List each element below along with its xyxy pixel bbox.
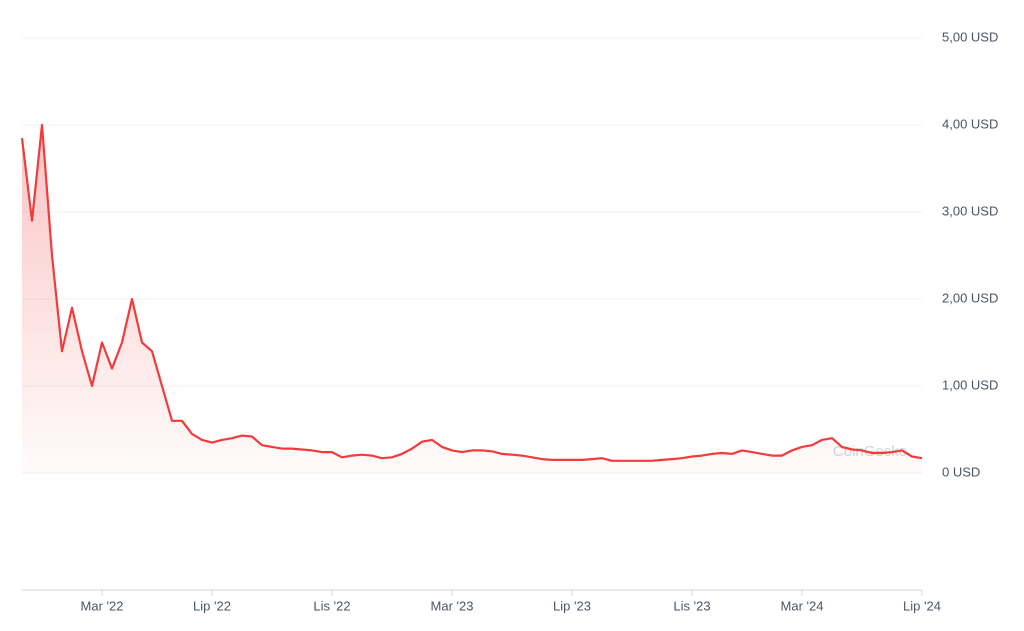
y-tick-label: 3,00 USD bbox=[942, 203, 998, 218]
x-tick-label: Mar '23 bbox=[431, 598, 474, 613]
x-tick-label: Mar '22 bbox=[81, 598, 124, 613]
price-line bbox=[20, 123, 923, 462]
y-tick-label: 0 USD bbox=[942, 464, 980, 479]
x-tick-label: Lis '22 bbox=[313, 598, 350, 613]
y-tick-label: 1,00 USD bbox=[942, 377, 998, 392]
y-tick-label: 4,00 USD bbox=[942, 116, 998, 131]
y-tick-label: 2,00 USD bbox=[942, 290, 998, 305]
x-tick-label: Lip '22 bbox=[193, 598, 231, 613]
x-tick-label: Mar '24 bbox=[781, 598, 824, 613]
x-tick-label: Lip '23 bbox=[553, 598, 591, 613]
x-tick-label: Lis '23 bbox=[673, 598, 710, 613]
y-tick-label: 5,00 USD bbox=[942, 29, 998, 44]
x-tick-label: Lip '24 bbox=[903, 598, 941, 613]
